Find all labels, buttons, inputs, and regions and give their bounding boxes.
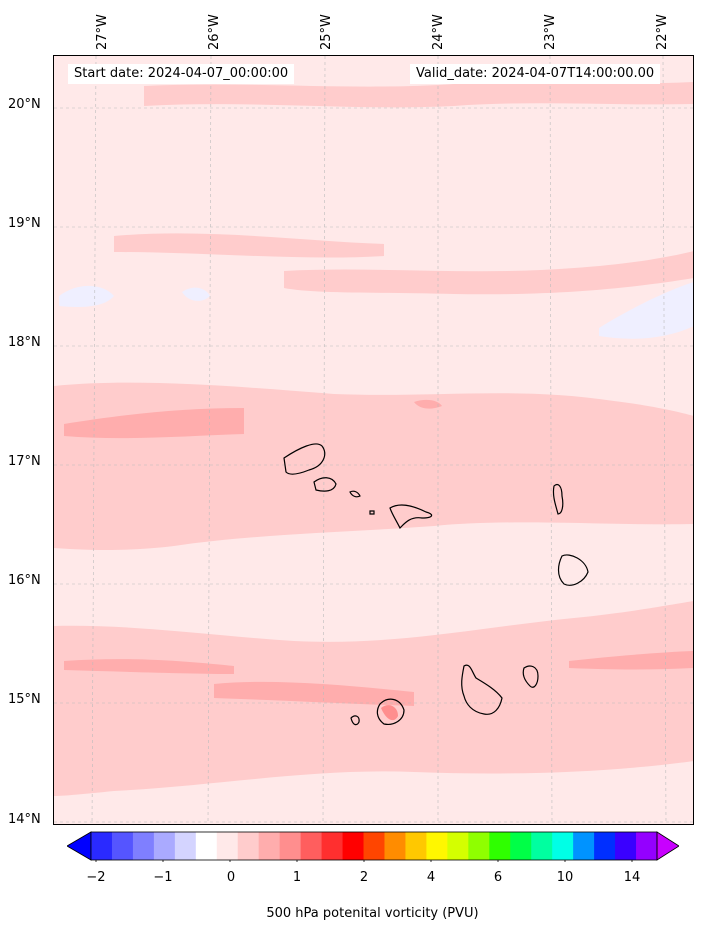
valid-date-label: Valid_date: 2024-04-07T14:00:00.00	[410, 64, 661, 84]
island-maio	[522, 665, 539, 688]
lat-label-15n: 15°N	[8, 692, 41, 707]
island-santiago	[461, 664, 503, 715]
colorbar-segment	[342, 832, 365, 860]
colorbar-segment	[321, 832, 344, 860]
cb-tick-6: 6	[493, 870, 503, 885]
island-fogo	[376, 698, 405, 725]
colorbar-segment	[489, 832, 511, 860]
start-date-label: Start date: 2024-04-07_00:00:00	[68, 64, 295, 84]
lon-label-23w: 23°W	[543, 14, 558, 50]
pv-band-19n	[114, 233, 384, 258]
lat-label-19n: 19°N	[8, 216, 41, 231]
colorbar-segment	[531, 832, 553, 860]
island-brava	[350, 715, 360, 726]
cb-tick-1: 1	[292, 870, 302, 885]
pv-strong-fogo	[381, 705, 398, 721]
cb-tick-m2: −2	[86, 870, 106, 885]
lat-label-20n: 20°N	[8, 97, 41, 112]
colorbar-segment	[300, 832, 323, 860]
colorbar-segment	[573, 832, 595, 860]
pv-band-top	[144, 82, 693, 108]
colorbar-segment	[195, 832, 218, 860]
pv-negative-mid	[182, 287, 210, 301]
colorbar-segment	[405, 832, 427, 860]
cb-tick-10: 10	[556, 870, 574, 885]
lat-label-17n: 17°N	[8, 454, 41, 469]
pv-core-15n	[214, 681, 414, 706]
colorbar	[67, 831, 679, 862]
cb-tick-2: 2	[359, 870, 369, 885]
lon-label-25w: 25°W	[319, 14, 334, 50]
pv-negative-east	[599, 282, 693, 339]
island-boa-vista	[557, 554, 589, 586]
island-sao-vicente	[313, 477, 337, 492]
pv-field	[54, 56, 693, 824]
colorbar-segment	[174, 832, 197, 860]
pv-negative-west	[59, 285, 114, 307]
pv-core-17n	[64, 408, 244, 439]
colorbar-segment	[426, 832, 448, 860]
colorbar-segment	[552, 832, 574, 860]
lon-label-27w: 27°W	[95, 14, 110, 50]
colorbar-segment	[510, 832, 532, 860]
pv-band-185n	[284, 251, 693, 295]
pv-core-17n-b	[414, 399, 442, 409]
colorbar-segment	[258, 832, 281, 860]
cb-tick-m1: −1	[153, 870, 173, 885]
colorbar-segment	[237, 832, 260, 860]
pv-band-17n	[54, 382, 693, 550]
cb-tick-0: 0	[226, 870, 236, 885]
cb-tick-14: 14	[623, 870, 641, 885]
colorbar-segment	[447, 832, 469, 860]
colorbar-title: 500 hPa potenital vorticity (PVU)	[266, 906, 479, 921]
island-santa-luzia	[349, 490, 361, 498]
island-santo-antao	[283, 443, 326, 475]
colorbar-extend-max	[656, 831, 679, 861]
colorbar-segment	[279, 832, 302, 860]
lon-label-22w: 22°W	[655, 14, 670, 50]
colorbar-segment	[91, 832, 113, 860]
pv-light-1605n	[314, 544, 534, 577]
colorbar-segment	[132, 832, 155, 860]
island-sal	[552, 483, 564, 515]
colorbar-segment	[384, 832, 406, 860]
colorbar-segment	[111, 832, 134, 860]
lon-label-26w: 26°W	[207, 14, 222, 50]
pv-core-15n-b	[64, 659, 234, 674]
colorbar-segment	[153, 832, 176, 860]
lat-label-16n: 16°N	[8, 573, 41, 588]
coastlines	[283, 443, 589, 726]
colorbar-segment	[636, 832, 658, 860]
lat-label-14n: 14°N	[8, 812, 41, 827]
colorbar-segment	[363, 832, 385, 860]
colorbar-segment	[216, 832, 239, 860]
lon-label-24w: 24°W	[431, 14, 446, 50]
cb-tick-4: 4	[426, 870, 436, 885]
map-panel	[53, 55, 694, 825]
colorbar-segments	[67, 831, 679, 861]
colorbar-segment	[615, 832, 637, 860]
colorbar-segment	[594, 832, 616, 860]
colorbar-segment	[468, 832, 490, 860]
lat-label-18n: 18°N	[8, 335, 41, 350]
island-sao-nicolau	[389, 504, 433, 530]
colorbar-extend-min	[67, 831, 92, 861]
graticule	[54, 56, 693, 824]
island-branco	[369, 510, 375, 515]
pv-core-15n-c	[569, 651, 693, 670]
